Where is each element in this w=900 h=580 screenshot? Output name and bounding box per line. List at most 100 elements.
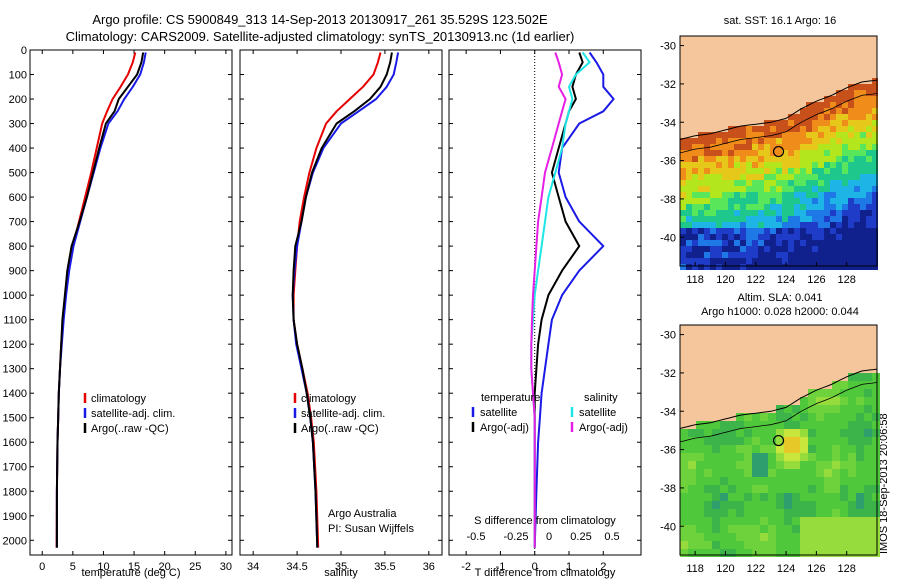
map-pixel bbox=[816, 429, 824, 437]
y-tick-label: 1500 bbox=[3, 413, 27, 425]
map-pixel bbox=[812, 216, 818, 222]
map-pixel bbox=[836, 264, 842, 270]
map-pixel bbox=[800, 138, 806, 144]
map-pixel bbox=[740, 126, 746, 132]
map-pixel bbox=[704, 252, 710, 258]
map-pixel bbox=[768, 517, 776, 525]
y-tick-label: 0 bbox=[21, 45, 27, 57]
map-pixel bbox=[794, 120, 800, 126]
map-pixel bbox=[872, 373, 880, 381]
map-pixel bbox=[824, 397, 832, 405]
map-pixel bbox=[794, 126, 800, 132]
map-pixel bbox=[720, 549, 728, 557]
map-pixel bbox=[872, 132, 878, 138]
y-tick-label: 1900 bbox=[3, 511, 27, 523]
map-pixel bbox=[776, 228, 782, 234]
map-pixel bbox=[680, 162, 686, 168]
map-pixel bbox=[764, 180, 770, 186]
map-pixel bbox=[776, 168, 782, 174]
map-pixel bbox=[854, 96, 860, 102]
figure-title-line-2: Climatology: CARS2009. Satellite-adjuste… bbox=[65, 29, 575, 44]
map-pixel bbox=[818, 228, 824, 234]
map-pixel bbox=[872, 493, 880, 501]
map-pixel bbox=[760, 541, 768, 549]
map-pixel bbox=[760, 421, 768, 429]
map-pixel bbox=[800, 533, 808, 541]
map-pixel bbox=[842, 132, 848, 138]
map-pixel bbox=[854, 108, 860, 114]
map-pixel bbox=[856, 517, 864, 525]
legend-label: satellite bbox=[480, 407, 517, 419]
map-pixel bbox=[818, 216, 824, 222]
map-pixel bbox=[832, 389, 840, 397]
map-pixel bbox=[840, 445, 848, 453]
map-pixel bbox=[866, 258, 872, 264]
map-pixel bbox=[848, 509, 856, 517]
map-pixel bbox=[830, 210, 836, 216]
map-pixel bbox=[824, 114, 830, 120]
map-pixel bbox=[752, 210, 758, 216]
map-x-tick-label: 118 bbox=[686, 563, 704, 575]
map-pixel bbox=[720, 469, 728, 477]
map-pixel bbox=[806, 264, 812, 270]
map-pixel bbox=[794, 174, 800, 180]
map-pixel bbox=[864, 469, 872, 477]
map-pixel bbox=[686, 240, 692, 246]
map-pixel bbox=[842, 96, 848, 102]
map-pixel bbox=[728, 501, 736, 509]
map-pixel bbox=[788, 120, 794, 126]
map-pixel bbox=[736, 517, 744, 525]
map-pixel bbox=[740, 204, 746, 210]
map-pixel bbox=[866, 90, 872, 96]
map-pixel bbox=[722, 228, 728, 234]
map-pixel bbox=[696, 509, 704, 517]
map-pixel bbox=[866, 204, 872, 210]
map-pixel bbox=[688, 517, 696, 525]
map-pixel bbox=[740, 168, 746, 174]
y-tick-label: 800 bbox=[9, 241, 27, 253]
map-top-title: sat. SST: 16.1 Argo: 16 bbox=[724, 15, 837, 27]
map-pixel bbox=[752, 144, 758, 150]
map-pixel bbox=[848, 437, 856, 445]
map-pixel bbox=[860, 186, 866, 192]
map-pixel bbox=[740, 252, 746, 258]
map-pixel bbox=[720, 453, 728, 461]
y-tick-label: 600 bbox=[9, 192, 27, 204]
map-pixel bbox=[806, 126, 812, 132]
map-pixel bbox=[776, 126, 782, 132]
map-pixel bbox=[784, 437, 792, 445]
map-pixel bbox=[692, 252, 698, 258]
map-pixel bbox=[758, 138, 764, 144]
map-bottom-title-line-1: Altim. SLA: 0.041 bbox=[738, 292, 823, 304]
map-pixel bbox=[806, 234, 812, 240]
map-pixel bbox=[770, 246, 776, 252]
map-pixel bbox=[800, 132, 806, 138]
map-pixel bbox=[768, 501, 776, 509]
map-pixel bbox=[818, 108, 824, 114]
map-pixel bbox=[752, 493, 760, 501]
map-pixel bbox=[716, 144, 722, 150]
map-pixel bbox=[736, 493, 744, 501]
map-pixel bbox=[840, 541, 848, 549]
map-pixel bbox=[872, 162, 878, 168]
map-pixel bbox=[866, 120, 872, 126]
map-pixel bbox=[854, 162, 860, 168]
map-pixel bbox=[824, 541, 832, 549]
map-pixel bbox=[836, 186, 842, 192]
map-pixel bbox=[712, 501, 720, 509]
map-pixel bbox=[696, 549, 704, 557]
map-pixel bbox=[800, 485, 808, 493]
map-pixel bbox=[680, 216, 686, 222]
map-pixel bbox=[736, 445, 744, 453]
map-pixel bbox=[760, 445, 768, 453]
map-pixel bbox=[752, 525, 760, 533]
map-pixel bbox=[680, 228, 686, 234]
map-pixel bbox=[722, 186, 728, 192]
map-pixel bbox=[734, 168, 740, 174]
map-x-tick-label: 128 bbox=[838, 274, 856, 286]
map-pixel bbox=[806, 174, 812, 180]
map-pixel bbox=[836, 96, 842, 102]
map-pixel bbox=[812, 186, 818, 192]
map-pixel bbox=[704, 204, 710, 210]
map-pixel bbox=[836, 252, 842, 258]
